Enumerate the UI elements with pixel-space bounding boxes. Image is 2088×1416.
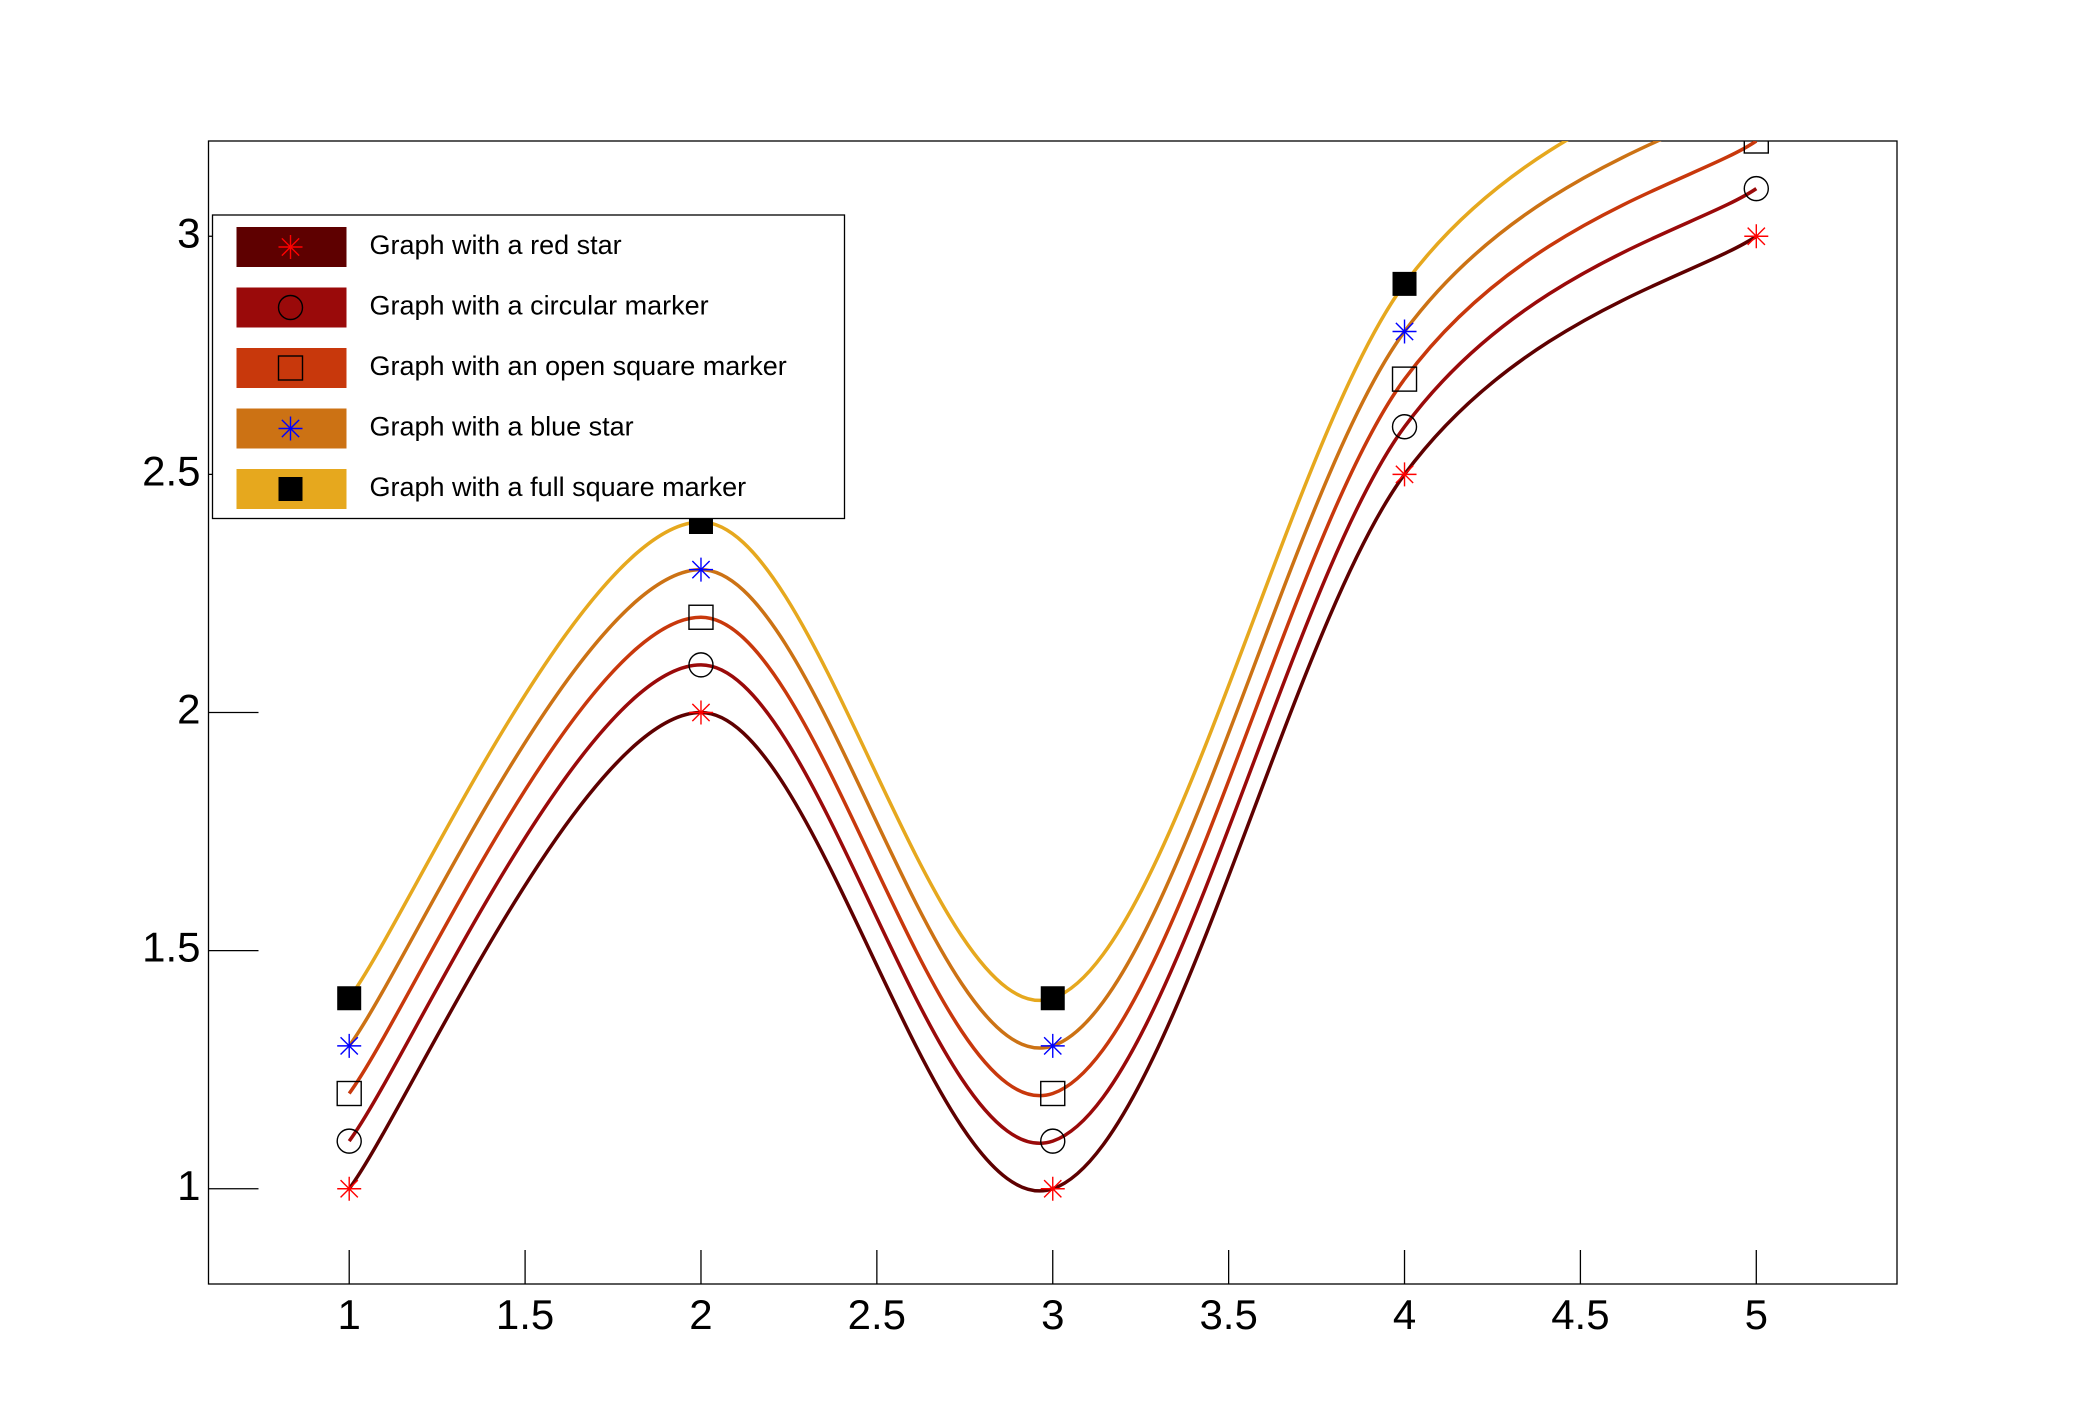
x-tick-label: 2.5 [848, 1291, 906, 1338]
series-line [347, 187, 1758, 1146]
data-marker [1040, 1176, 1065, 1201]
plot-area [336, 141, 1769, 1201]
marker-stroke [1043, 1036, 1062, 1056]
legend-label: Graph with a circular marker [370, 291, 709, 321]
marker-shape [1392, 271, 1417, 296]
marker-shape [336, 1080, 362, 1107]
data-marker [1743, 141, 1769, 154]
marker-shape [1040, 1080, 1066, 1107]
marker-shape [336, 1128, 362, 1154]
legend-swatch [236, 348, 347, 388]
marker-shape [277, 294, 304, 321]
x-tick-label: 3.5 [1199, 1291, 1257, 1338]
legend-label: Graph with a blue star [370, 412, 634, 442]
y-tick-label: 2 [177, 686, 200, 733]
y-tick-label: 1.5 [142, 924, 200, 971]
y-tick-label: 2.5 [142, 447, 200, 494]
data-marker [336, 1080, 362, 1107]
marker-stroke [281, 237, 300, 257]
marker-stroke [691, 560, 711, 579]
y-tick-label: 1 [177, 1162, 200, 1209]
data-marker [1040, 986, 1065, 1011]
data-marker [337, 986, 362, 1011]
marker-stroke [340, 1179, 359, 1198]
legend-label: Graph with an open square marker [370, 351, 787, 381]
x-tick-label: 4.5 [1551, 1291, 1609, 1338]
x-tick-label: 3 [1041, 1291, 1064, 1338]
x-tick-label: 1.5 [496, 1291, 554, 1338]
marker-shape [688, 652, 714, 678]
legend-marker [278, 416, 303, 441]
data-marker [337, 1033, 362, 1058]
marker-shape [1391, 414, 1418, 440]
marker-stroke [340, 1036, 359, 1056]
data-marker [688, 652, 714, 678]
data-marker [337, 1176, 362, 1201]
marker-stroke [1747, 227, 1766, 246]
data-marker [1391, 414, 1418, 440]
marker-stroke [1395, 465, 1414, 484]
data-marker [688, 557, 713, 582]
marker-stroke [1395, 322, 1414, 341]
legend-marker [277, 355, 304, 381]
legend-marker [277, 294, 304, 321]
data-marker [1040, 1033, 1065, 1058]
x-tick-label: 4 [1393, 1291, 1416, 1338]
data-marker [1392, 271, 1417, 296]
marker-shape [1391, 366, 1418, 392]
legend-label: Graph with a full square marker [370, 472, 747, 502]
data-marker [1392, 319, 1417, 344]
legend-label: Graph with a red star [370, 230, 622, 260]
x-tick-label: 1 [338, 1291, 361, 1338]
marker-shape [277, 355, 304, 381]
data-marker [1040, 1080, 1066, 1107]
marker-shape [1743, 175, 1769, 202]
data-marker [1392, 462, 1417, 487]
data-marker [688, 700, 713, 725]
y-tick-label: 3 [177, 209, 200, 256]
data-marker [1040, 1128, 1066, 1154]
data-marker [1744, 224, 1769, 249]
marker-stroke [691, 703, 711, 722]
marker-shape [278, 477, 303, 501]
marker-shape [1040, 1128, 1066, 1154]
legend-marker [278, 235, 303, 259]
x-tick-label: 2 [689, 1291, 712, 1338]
series-line [347, 141, 1758, 1098]
data-marker [1391, 366, 1418, 392]
data-marker [1743, 175, 1769, 202]
marker-stroke [281, 419, 300, 438]
x-tick-label: 5 [1745, 1291, 1768, 1338]
legend-swatch [236, 287, 347, 328]
marker-shape [1743, 141, 1769, 154]
legend-marker [278, 477, 303, 501]
marker-stroke [1043, 1179, 1062, 1198]
marker-shape [337, 986, 362, 1011]
data-marker [688, 604, 714, 630]
data-marker [336, 1128, 362, 1154]
marker-shape [1040, 986, 1065, 1011]
marker-shape [688, 604, 714, 630]
